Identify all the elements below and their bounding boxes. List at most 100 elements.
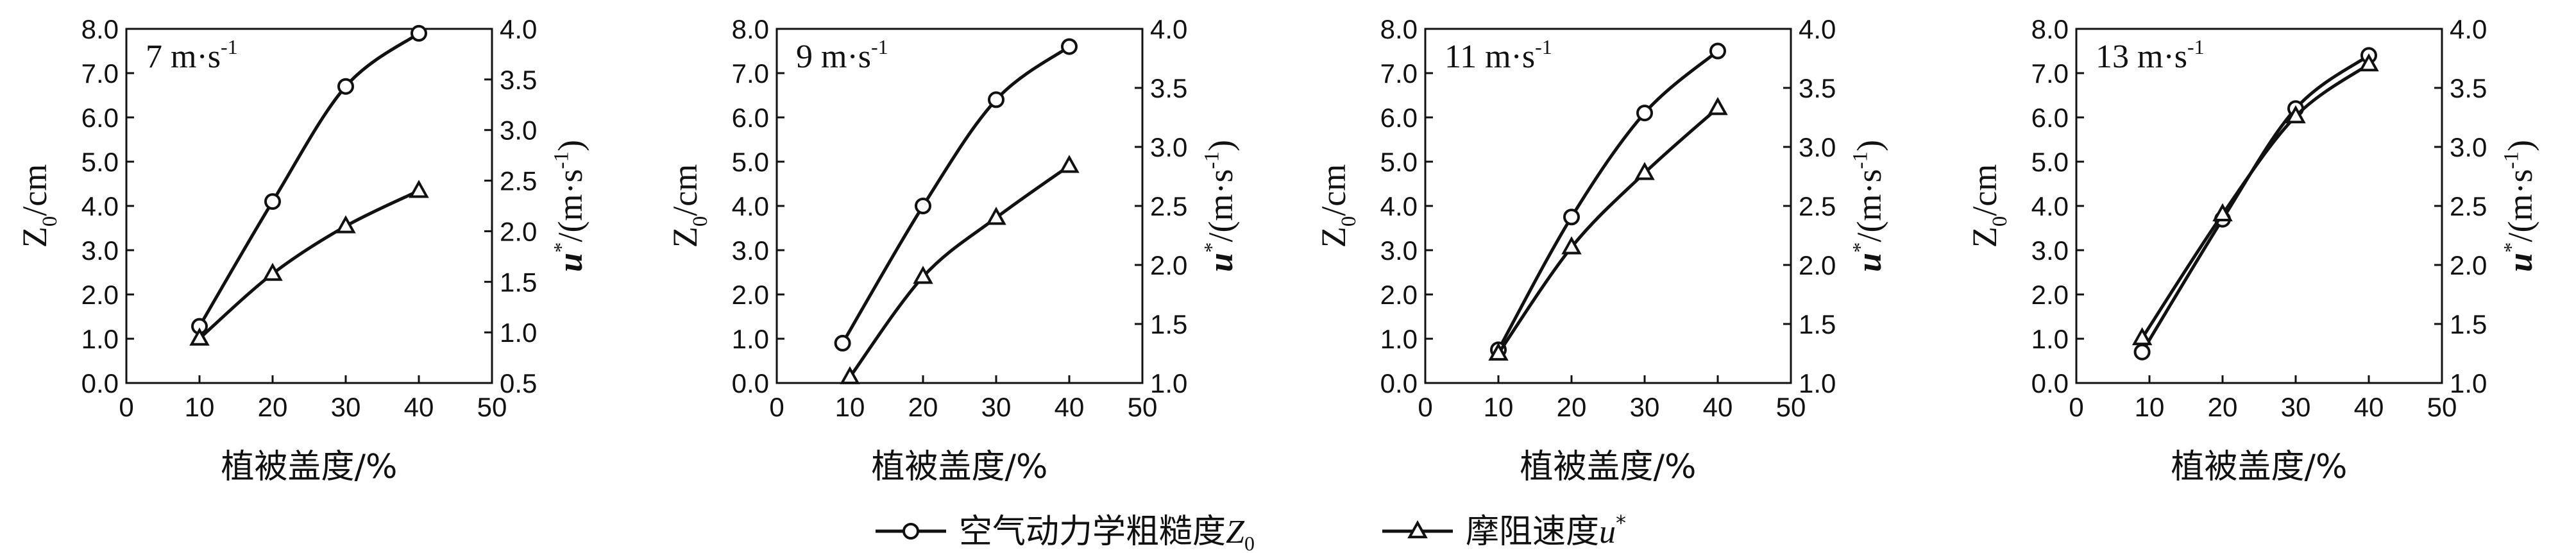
y-left-tick-label: 5.0 bbox=[2031, 147, 2069, 177]
y-right-tick-label: 4.0 bbox=[500, 14, 537, 44]
ustar-data-point bbox=[913, 266, 933, 284]
x-tick-label: 40 bbox=[2354, 392, 2384, 422]
x-tick-label: 30 bbox=[1630, 392, 1660, 422]
y-left-tick-label: 5.0 bbox=[732, 147, 769, 177]
ustar-data-point bbox=[1561, 236, 1582, 255]
x-tick-label: 50 bbox=[1128, 392, 1158, 422]
y-right-tick-label: 3.5 bbox=[1799, 73, 1836, 103]
x-tick-label: 10 bbox=[185, 392, 215, 422]
y-left-tick-label: 7.0 bbox=[81, 58, 119, 89]
x-tick-label: 30 bbox=[981, 392, 1012, 422]
x-axis-label: 植被盖度/% bbox=[872, 448, 1048, 486]
x-axis-label: 植被盖度/% bbox=[1520, 448, 1697, 486]
ustar-data-point bbox=[986, 207, 1006, 225]
plot-frame bbox=[125, 28, 493, 384]
y-left-tick-label: 3.0 bbox=[2031, 235, 2069, 266]
y-left-tick-label: 1.0 bbox=[81, 324, 119, 354]
chart-panel-4: 0 10 20 30 40 50 0.0 1.0 2.0 3.0 4.0 5.0 6.0 7.0 8.0 1.… bbox=[1965, 14, 2539, 486]
wind-speed-annotation: 11 m·s-1 bbox=[1445, 35, 1552, 75]
x-axis-label: 植被盖度/% bbox=[221, 448, 398, 486]
plot-frame bbox=[2075, 28, 2443, 384]
y-left-tick-label: 8.0 bbox=[81, 14, 119, 44]
y-right-axis-label: u*/(m·s-1) bbox=[550, 140, 589, 272]
y-left-tick-label: 0.0 bbox=[732, 368, 769, 398]
ustar-data-point bbox=[2359, 53, 2379, 72]
legend-label-z0: 空气动力学粗糙度Z0 bbox=[959, 513, 1255, 553]
chart-panel-1: 0 10 20 30 40 50 0.0 1.0 2.0 3.0 4.0 5.0 6.0 7.0 8.0 0.… bbox=[15, 14, 589, 486]
y-right-tick-label: 3.0 bbox=[2450, 132, 2487, 162]
y-left-tick-label: 7.0 bbox=[732, 58, 769, 89]
ustar-data-point bbox=[335, 215, 356, 234]
y-left-tick-label: 8.0 bbox=[2031, 14, 2069, 44]
chart-panel-2: 0 10 20 30 40 50 0.0 1.0 2.0 3.0 4.0 5.0 6.0 7.0 8.0 1.… bbox=[666, 14, 1240, 486]
y-left-tick-label: 4.0 bbox=[2031, 191, 2069, 221]
y-right-tick-label: 2.0 bbox=[2450, 250, 2487, 280]
ustar-data-point bbox=[262, 262, 283, 281]
y-right-tick-label: 2.5 bbox=[2450, 191, 2487, 221]
ustar-series-line bbox=[2140, 63, 2370, 339]
z0-data-point bbox=[834, 334, 851, 352]
z0-data-point bbox=[264, 193, 281, 210]
x-tick-label: 10 bbox=[835, 392, 865, 422]
z0-series-line bbox=[841, 45, 1071, 345]
y-left-tick-label: 4.0 bbox=[81, 191, 119, 221]
z0-data-point bbox=[1709, 42, 1726, 60]
y-right-axis-label: u*/(m·s-1) bbox=[1849, 140, 1888, 272]
x-tick-label: 20 bbox=[2208, 392, 2238, 422]
y-right-tick-label: 4.0 bbox=[1799, 14, 1836, 44]
y-left-tick-label: 4.0 bbox=[732, 191, 769, 221]
y-left-tick-label: 0.0 bbox=[2031, 368, 2069, 398]
z0-data-point bbox=[2133, 343, 2151, 361]
y-left-tick-label: 6.0 bbox=[1380, 103, 1418, 133]
x-tick-label: 10 bbox=[1484, 392, 1514, 422]
z0-data-point bbox=[915, 198, 931, 214]
y-right-tick-label: 2.0 bbox=[500, 216, 537, 246]
y-right-tick-label: 3.0 bbox=[1799, 132, 1836, 162]
z0-data-point bbox=[1563, 208, 1580, 226]
y-left-tick-label: 3.0 bbox=[81, 235, 119, 266]
y-left-tick-label: 1.0 bbox=[1380, 324, 1418, 354]
y-left-tick-label: 2.0 bbox=[1380, 280, 1418, 310]
y-right-tick-label: 1.5 bbox=[2450, 309, 2487, 339]
wind-speed-annotation: 13 m·s-1 bbox=[2096, 35, 2205, 75]
y-left-axis-label: Z0/cm bbox=[1314, 164, 1360, 248]
y-right-tick-label: 3.0 bbox=[1150, 132, 1187, 162]
x-tick-label: 20 bbox=[258, 392, 288, 422]
y-left-tick-label: 2.0 bbox=[732, 280, 769, 310]
x-tick-label: 20 bbox=[1557, 392, 1587, 422]
y-left-tick-label: 1.0 bbox=[2031, 324, 2069, 354]
y-left-axis-label: Z0/cm bbox=[1965, 164, 2012, 248]
ustar-data-point bbox=[1488, 342, 1509, 361]
plot-frame bbox=[775, 28, 1144, 384]
y-right-tick-label: 1.0 bbox=[1150, 368, 1187, 398]
y-right-tick-label: 1.0 bbox=[1799, 368, 1836, 398]
chart-panel-3: 0 10 20 30 40 50 0.0 1.0 2.0 3.0 4.0 5.0 6.0 7.0 8.0 1.… bbox=[1314, 14, 1888, 486]
y-right-tick-label: 1.5 bbox=[1150, 309, 1187, 339]
ustar-data-point bbox=[1707, 97, 1728, 115]
y-left-tick-label: 7.0 bbox=[2031, 58, 2069, 89]
y-left-axis-label: Z0/cm bbox=[666, 164, 712, 248]
x-tick-label: 0 bbox=[769, 392, 784, 422]
x-tick-label: 0 bbox=[1418, 392, 1432, 422]
x-tick-label: 0 bbox=[119, 392, 133, 422]
y-left-tick-label: 0.0 bbox=[1380, 368, 1418, 398]
ustar-data-point bbox=[1634, 162, 1655, 180]
x-tick-label: 50 bbox=[1776, 392, 1806, 422]
y-left-tick-label: 5.0 bbox=[1380, 147, 1418, 177]
wind-speed-annotation: 7 m·s-1 bbox=[146, 35, 238, 75]
y-left-tick-label: 1.0 bbox=[732, 324, 769, 354]
x-tick-label: 0 bbox=[2069, 392, 2083, 422]
y-right-tick-label: 4.0 bbox=[2450, 14, 2487, 44]
y-right-tick-label: 1.0 bbox=[500, 318, 537, 348]
x-tick-label: 30 bbox=[331, 392, 361, 422]
ustar-data-point bbox=[2285, 105, 2306, 124]
x-tick-label: 50 bbox=[477, 392, 507, 422]
x-tick-label: 30 bbox=[2281, 392, 2311, 422]
y-left-tick-label: 8.0 bbox=[732, 14, 769, 44]
y-right-tick-label: 2.5 bbox=[1799, 191, 1836, 221]
ustar-data-point bbox=[189, 327, 210, 346]
x-tick-label: 20 bbox=[908, 392, 938, 422]
x-tick-label: 40 bbox=[1703, 392, 1733, 422]
y-left-tick-label: 3.0 bbox=[732, 235, 769, 266]
y-right-tick-label: 3.0 bbox=[500, 115, 537, 146]
